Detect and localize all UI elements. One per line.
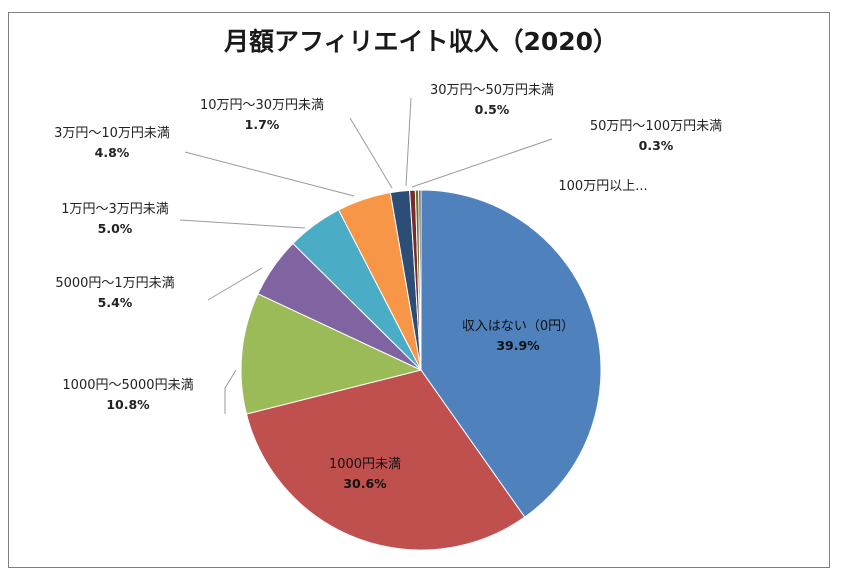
- slice-label: 収入はない（0円）: [462, 319, 574, 334]
- leader-line: [179, 219, 306, 229]
- leader-lines: [179, 97, 553, 414]
- slice-value-label: 0.5%: [475, 102, 510, 117]
- slice-value-label: 39.9%: [496, 338, 540, 353]
- slice-label: 10万円～30万円未満: [200, 98, 324, 113]
- slice-label: 50万円～100万円未満: [590, 119, 722, 134]
- slice-labels: 収入はない（0円） 39.9% 1000円未満 30.6% 1000円～5000円未満 1…: [54, 83, 722, 491]
- slice-label: 5000円～1万円未満: [55, 276, 174, 291]
- chart-title: 月額アフィリエイト収入（2020）: [223, 27, 618, 56]
- slice-value-label: 5.0%: [98, 221, 133, 236]
- slice-label: 100万円以上...: [558, 179, 647, 194]
- slice-label: 3万円～10万円未満: [54, 126, 170, 141]
- leader-line: [184, 151, 355, 197]
- pie-slices: [240, 189, 602, 551]
- slice-value-label: 10.8%: [106, 397, 150, 412]
- leader-line: [224, 369, 237, 414]
- leader-line: [207, 267, 263, 301]
- slice-value-label: 4.8%: [95, 145, 130, 160]
- pie-slice: [240, 293, 423, 415]
- pie-slice: [245, 369, 526, 551]
- slice-label: 30万円～50万円未満: [430, 83, 554, 98]
- slice-value-label: 1.7%: [245, 117, 280, 132]
- slice-value-label: 5.4%: [98, 295, 133, 310]
- leader-line: [349, 117, 393, 189]
- pie-slice: [420, 189, 602, 518]
- leader-line: [411, 138, 553, 188]
- slice-label: 1万円～3万円未満: [61, 202, 169, 217]
- slice-label: 1000円～5000円未満: [62, 378, 193, 393]
- slice-value-label: 30.6%: [343, 476, 387, 491]
- slice-label: 1000円未満: [329, 457, 401, 472]
- pie-slice: [418, 189, 422, 371]
- leader-line: [405, 97, 412, 187]
- slice-value-label: 0.3%: [639, 138, 674, 153]
